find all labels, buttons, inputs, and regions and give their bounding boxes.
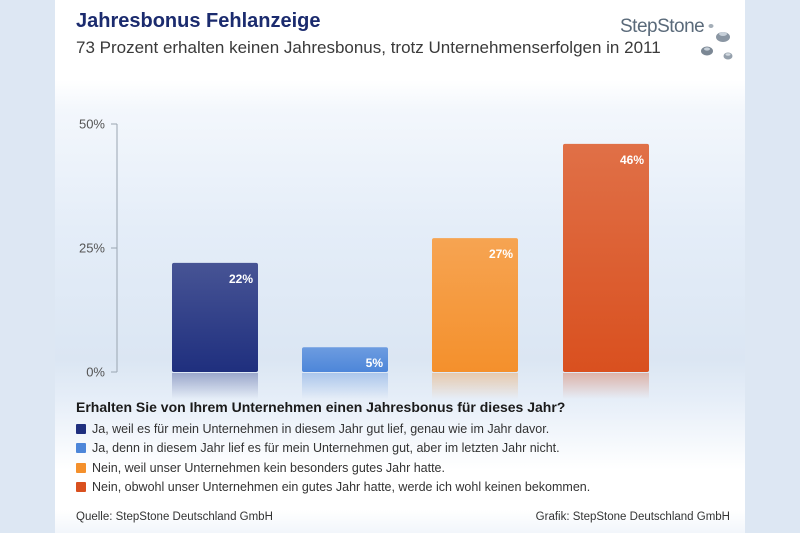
bar-value-label: 22% [229,272,253,286]
legend-item: Nein, obwohl unser Unternehmen ein gutes… [76,478,590,498]
legend-item: Ja, denn in diesem Jahr lief es für mein… [76,439,590,459]
page-subtitle: 73 Prozent erhalten keinen Jahresbonus, … [76,38,661,57]
bar-value-label: 46% [620,153,644,167]
bar-reflection [172,373,258,399]
bar-value-label: 27% [489,247,513,261]
y-tick-label: 25% [79,241,105,256]
bar [432,238,518,372]
legend-swatch [76,462,86,473]
page-title: Jahresbonus Fehlanzeige [76,10,321,32]
bar-reflection [432,373,518,399]
legend: Ja, weil es für mein Unternehmen in dies… [76,419,590,497]
bar-reflection [302,373,388,399]
bar [172,262,258,372]
logo-text: StepStone [620,16,705,37]
legend-label: Ja, weil es für mein Unternehmen in dies… [92,421,550,436]
bar [563,143,649,372]
bar-value-label: 5% [366,356,384,370]
logo-stones-icon [701,24,733,60]
y-tick-label: 0% [86,365,105,380]
bar-reflection [563,373,649,399]
source-note: Quelle: StepStone Deutschland GmbH [76,511,273,523]
legend-label: Nein, obwohl unser Unternehmen ein gutes… [92,480,591,495]
legend-swatch [76,423,86,434]
y-tick-label: 50% [79,117,105,132]
stepstone-logo: StepStone [620,14,740,74]
legend-item: Ja, weil es für mein Unternehmen in dies… [76,419,590,439]
chart-question: Erhalten Sie von Ihrem Unternehmen einen… [76,399,566,415]
legend-swatch [76,443,86,454]
legend-item: Nein, weil unser Unternehmen kein besond… [76,458,590,478]
bar-chart: 0% 25% 50% 22% 5% 27% 46% [79,117,649,399]
legend-label: Ja, denn in diesem Jahr lief es für mein… [92,441,560,456]
graphic-credit: Grafik: StepStone Deutschland GmbH [535,511,730,523]
legend-label: Nein, weil unser Unternehmen kein besond… [92,460,445,475]
bar [302,347,388,372]
legend-swatch [76,482,86,493]
